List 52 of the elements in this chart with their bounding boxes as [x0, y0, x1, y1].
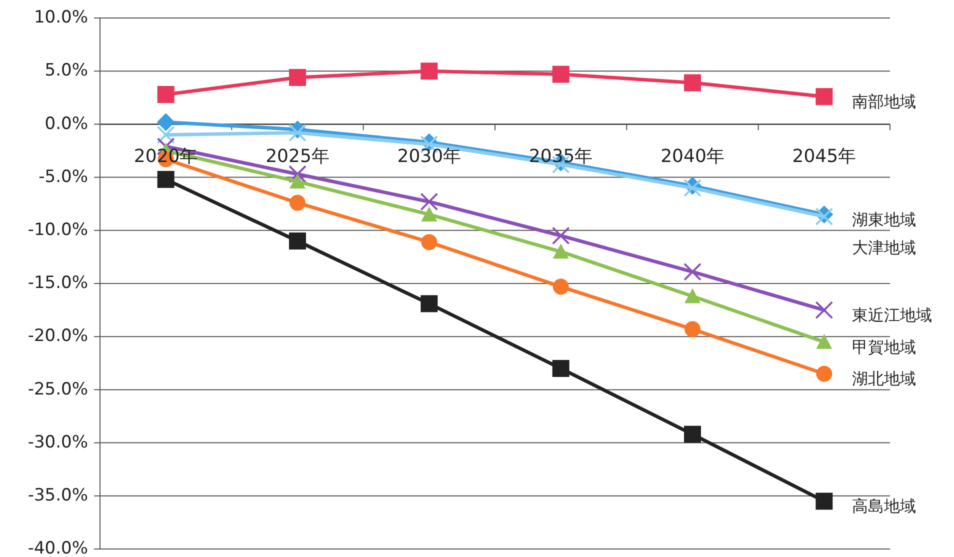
y-tick-label: -20.0% — [28, 326, 88, 346]
x-tick-label: 2040年 — [660, 146, 724, 168]
point — [552, 278, 569, 295]
series-label: 大津地域 — [852, 238, 916, 257]
point — [684, 288, 700, 304]
point — [816, 88, 833, 106]
point — [552, 66, 570, 83]
y-tick-label: -40.0% — [28, 538, 88, 557]
point — [157, 170, 174, 188]
series-label: 東近江地域 — [852, 305, 932, 324]
point — [816, 366, 832, 382]
point — [816, 492, 833, 510]
y-tick-label: -35.0% — [28, 486, 88, 506]
y-tick-label: -25.0% — [28, 379, 88, 400]
point — [156, 113, 175, 132]
point — [290, 194, 306, 211]
series-label: 湖東地域 — [852, 210, 916, 229]
point — [288, 165, 306, 184]
point — [420, 295, 438, 312]
y-tick-label: -5.0% — [38, 166, 88, 187]
series-label: 湖北地域 — [852, 369, 916, 388]
point — [421, 234, 438, 250]
point — [289, 232, 306, 250]
point — [815, 301, 834, 320]
point — [552, 226, 570, 245]
point — [420, 62, 438, 80]
point — [684, 262, 702, 281]
point — [420, 192, 438, 211]
point — [552, 244, 569, 259]
y-tick-label: -10.0% — [28, 220, 88, 240]
point — [290, 174, 306, 189]
point — [421, 206, 438, 222]
series-label: 高島地域 — [852, 496, 916, 516]
point — [684, 74, 701, 92]
point — [552, 360, 570, 377]
point — [157, 86, 174, 103]
x-tick-label: 2025年 — [266, 146, 330, 168]
point — [816, 334, 832, 349]
point — [684, 426, 701, 443]
y-tick-label: 10.0% — [34, 8, 88, 28]
x-tick-label: 2030年 — [397, 146, 462, 168]
point — [156, 126, 175, 144]
series-label: 南部地域 — [852, 92, 916, 111]
point — [684, 321, 700, 338]
point — [289, 68, 306, 86]
y-tick-label: -15.0% — [28, 273, 88, 294]
y-tick-label: -30.0% — [28, 432, 88, 452]
series-label: 甲賀地域 — [852, 337, 916, 356]
y-tick-label: 0.0% — [44, 114, 88, 134]
x-tick-label: 2045年 — [792, 146, 856, 168]
point — [288, 124, 306, 142]
y-tick-label: 5.0% — [44, 60, 88, 81]
